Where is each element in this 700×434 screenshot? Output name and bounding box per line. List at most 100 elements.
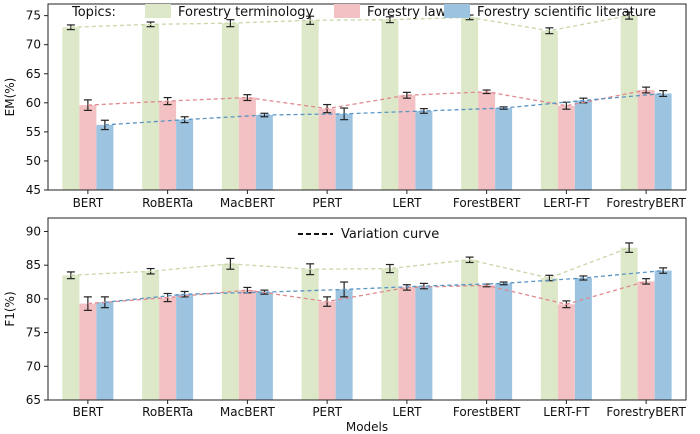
f1-ytick-label: 70 — [26, 359, 41, 373]
em-ytick-label: 65 — [26, 67, 41, 81]
f1-bar — [318, 301, 336, 400]
em-panel: 45 50 55 60 65 70 75 BERT RoBERTa MacBERT PERT LERT… — [3, 3, 687, 210]
f1-bar — [159, 297, 177, 400]
em-bar — [159, 101, 177, 190]
f1-axes-frame — [47, 217, 687, 401]
em-xtick-label: BERT — [73, 196, 104, 210]
em-bar — [238, 97, 256, 190]
f1-bar — [654, 270, 672, 400]
f1-xtick-label: RoBERTa — [142, 405, 193, 419]
f1-bar — [620, 247, 638, 400]
em-bar — [654, 93, 672, 190]
em-xtick-label: ForestBERT — [453, 196, 521, 210]
f1-bar — [96, 302, 114, 400]
em-ytick-label: 60 — [26, 96, 41, 110]
em-bar — [415, 110, 433, 190]
f1-bar — [540, 277, 558, 400]
em-bar — [318, 108, 336, 190]
f1-ytick-label: 85 — [26, 258, 41, 272]
f1-xtick-label: BERT — [73, 405, 104, 419]
em-xtick-label: LERT — [392, 196, 422, 210]
em-ytick-label: 70 — [26, 38, 41, 52]
em-bar — [301, 20, 319, 191]
em-bar — [495, 108, 513, 190]
f1-ytick-label: 75 — [26, 326, 41, 340]
f1-bar — [398, 287, 416, 400]
em-bar — [79, 105, 97, 190]
topics-legend: Topics: Forestry terminology Forestry la… — [71, 4, 656, 20]
em-bar — [557, 105, 575, 190]
legend-swatch-terminology — [145, 4, 171, 18]
em-bar — [620, 15, 638, 190]
f1-bar — [557, 304, 575, 400]
f1-bar — [238, 290, 256, 400]
em-variation-curve — [104, 92, 664, 126]
variation-legend: Variation curve — [298, 227, 439, 242]
em-xtick-label: PERT — [312, 196, 342, 210]
em-variation-curve — [87, 89, 647, 110]
em-ytick-label: 45 — [26, 183, 41, 197]
em-bar — [478, 91, 496, 190]
em-bar — [176, 119, 194, 190]
legend-label-terminology: Forestry terminology — [178, 5, 314, 20]
f1-xlabel: Models — [346, 420, 388, 434]
em-ylabel: EM(%) — [3, 78, 17, 117]
f1-bar — [478, 285, 496, 400]
legend-title: Topics: — [71, 5, 116, 20]
f1-xtick-label: MacBERT — [220, 405, 276, 419]
legend-label-literature: Forestry scientific literature — [477, 5, 656, 20]
f1-xtick-label: LERT — [392, 405, 422, 419]
em-bar — [637, 90, 655, 190]
f1-ytick-label: 90 — [26, 224, 41, 238]
f1-bar — [255, 292, 273, 400]
f1-variation-curve — [87, 280, 647, 305]
em-bar — [335, 113, 353, 190]
f1-bar — [495, 283, 513, 400]
em-variation-curve — [70, 14, 630, 32]
em-axes-frame — [47, 3, 687, 191]
f1-bar — [301, 269, 319, 400]
em-xtick-label: RoBERTa — [142, 196, 193, 210]
em-xtick-label: LERT-FT — [543, 196, 590, 210]
f1-bar — [221, 263, 239, 400]
em-ytick-label: 55 — [26, 125, 41, 139]
f1-bar — [176, 294, 194, 400]
legend-label-law: Forestry law — [367, 5, 447, 20]
f1-variation-curve — [70, 247, 630, 279]
f1-bar — [142, 271, 160, 400]
em-bar — [96, 124, 114, 190]
variation-curve-label: Variation curve — [341, 227, 439, 242]
f1-bar — [574, 277, 592, 400]
em-xtick-label: MacBERT — [220, 196, 276, 210]
em-bar — [62, 27, 80, 190]
em-bar — [142, 24, 160, 190]
f1-bar — [381, 268, 399, 400]
f1-bar — [335, 289, 353, 400]
f1-xtick-label: PERT — [312, 405, 342, 419]
f1-bar — [415, 286, 433, 400]
em-bar — [540, 30, 558, 190]
em-bar — [398, 95, 416, 190]
f1-bar — [637, 281, 655, 400]
em-ytick-label: 75 — [26, 9, 41, 23]
f1-bar — [62, 275, 80, 400]
f1-ytick-label: 80 — [26, 292, 41, 306]
f1-panel: 65 70 75 80 85 90 BERT RoBERTa MacBERT PERT LERT Fo… — [3, 217, 687, 434]
em-bar — [221, 23, 239, 191]
legend-swatch-law — [334, 4, 360, 18]
f1-ylabel: F1(%) — [3, 291, 17, 326]
em-ytick-label: 50 — [26, 154, 41, 168]
em-bar — [255, 115, 273, 190]
f1-xtick-label: LERT-FT — [543, 405, 590, 419]
legend-swatch-literature — [444, 4, 470, 18]
em-bar — [574, 100, 592, 190]
f1-ytick-label: 65 — [26, 393, 41, 407]
em-xtick-label: ForestryBERT — [606, 196, 686, 210]
f1-xtick-label: ForestBERT — [453, 405, 521, 419]
em-bar — [381, 19, 399, 190]
f1-bar — [79, 303, 97, 400]
f1-xtick-label: ForestryBERT — [606, 405, 686, 419]
f1-bar — [461, 259, 479, 400]
em-bar — [461, 17, 479, 191]
